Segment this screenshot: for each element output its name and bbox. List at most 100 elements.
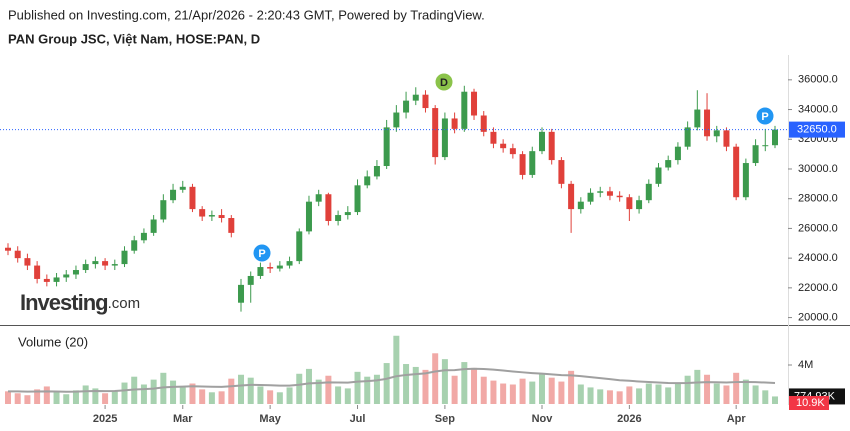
candle-body — [587, 192, 594, 202]
volume-bar — [170, 380, 177, 404]
volume-bar — [14, 393, 21, 404]
volume-bar — [762, 390, 769, 404]
candle-body — [150, 219, 157, 233]
volume-bar — [354, 371, 361, 404]
candle-body — [296, 231, 303, 262]
candle-body — [82, 264, 89, 271]
candle-body — [538, 131, 545, 152]
candle-body — [208, 215, 215, 217]
candle-body — [568, 183, 575, 210]
candle-body — [344, 212, 351, 216]
candle-body — [140, 232, 147, 241]
volume-bar — [441, 359, 448, 404]
candle-body — [247, 275, 254, 285]
candle-body — [325, 194, 332, 221]
candle-body — [577, 201, 584, 210]
candle-body — [305, 201, 312, 232]
volume-bar — [422, 369, 429, 404]
y-tick-label: 30000.0 — [798, 163, 838, 175]
y-tick-label: 36000.0 — [798, 74, 838, 86]
candle-body — [674, 146, 681, 161]
candle-body — [102, 261, 109, 266]
volume-bar — [558, 381, 565, 404]
volume-bar — [665, 387, 672, 404]
volume-bar — [655, 384, 662, 404]
volume-bar — [63, 394, 70, 404]
volume-bar — [752, 385, 759, 404]
volume-bar — [548, 377, 555, 404]
candle-body — [733, 146, 740, 198]
candle-body — [34, 265, 41, 279]
candle-body — [121, 250, 128, 265]
last-price-label: 32650.0 — [797, 124, 837, 136]
candle-body — [228, 218, 235, 233]
candle-body — [24, 258, 31, 266]
candle-body — [471, 91, 478, 116]
x-tick-label: 2026 — [617, 413, 641, 425]
volume-bar — [509, 384, 516, 404]
candle-body — [267, 267, 274, 269]
volume-ma-line — [7, 367, 776, 393]
volume-bar — [72, 390, 79, 404]
volume-bar — [218, 391, 225, 404]
volume-bar — [772, 396, 778, 404]
candle-body — [762, 145, 769, 147]
candle-body — [723, 130, 730, 147]
event-marker — [434, 72, 454, 92]
y-tick-label: 34000.0 — [798, 103, 838, 115]
candle-body — [529, 151, 536, 175]
volume-bar — [461, 362, 468, 404]
extra-volume-box — [789, 396, 829, 410]
volume-bar — [315, 379, 322, 404]
volume-bar — [577, 384, 584, 404]
candle-body — [606, 191, 613, 196]
candle-body — [354, 185, 361, 213]
logo-suffix: .com — [108, 295, 141, 312]
event-marker — [252, 243, 272, 263]
volume-bar — [150, 379, 157, 404]
volume-bar — [704, 374, 711, 404]
candle-body — [694, 109, 701, 128]
volume-bar — [471, 367, 478, 404]
y-tick-label: 24000.0 — [798, 252, 838, 264]
event-label: D — [440, 77, 448, 89]
x-tick-label: 2025 — [93, 413, 117, 425]
candle-body — [597, 191, 604, 193]
volume-bar — [519, 378, 526, 404]
x-tick-label: Nov — [532, 413, 554, 425]
volume-bar — [189, 383, 196, 404]
event-label: P — [761, 111, 768, 123]
volume-bar — [480, 376, 487, 404]
candle-body — [626, 197, 633, 210]
candle-body — [170, 189, 177, 201]
candle-body — [131, 240, 138, 251]
volume-bar — [616, 391, 623, 404]
volume-bar — [636, 388, 643, 404]
x-tick-label: Sep — [435, 413, 455, 425]
volume-bar — [490, 380, 497, 404]
volume-bar — [626, 386, 633, 404]
candle-body — [238, 284, 245, 303]
logo-main: Investing — [20, 290, 108, 315]
volume-bar — [43, 386, 50, 404]
volume-bar — [24, 395, 31, 404]
candle-body — [490, 131, 497, 144]
chart-title: PAN Group JSC, Việt Nam, HOSE:PAN, D — [8, 31, 260, 46]
candle-body — [548, 131, 555, 161]
volume-bar — [364, 376, 371, 404]
candle-body — [335, 215, 342, 221]
candle-body — [92, 261, 99, 265]
volume-bar — [335, 386, 342, 404]
candle-body — [257, 267, 264, 276]
candle-body — [636, 200, 643, 210]
volume-bar — [247, 377, 254, 404]
volume-bar — [286, 387, 293, 404]
candle-body — [383, 127, 390, 167]
candle-body — [519, 154, 526, 175]
y-tick-label: 4M — [798, 359, 813, 371]
publisher-note: Published on Investing.com, 21/Apr/2026 … — [8, 7, 485, 22]
x-tick-label: Jul — [350, 413, 366, 425]
event-marker — [755, 106, 775, 126]
